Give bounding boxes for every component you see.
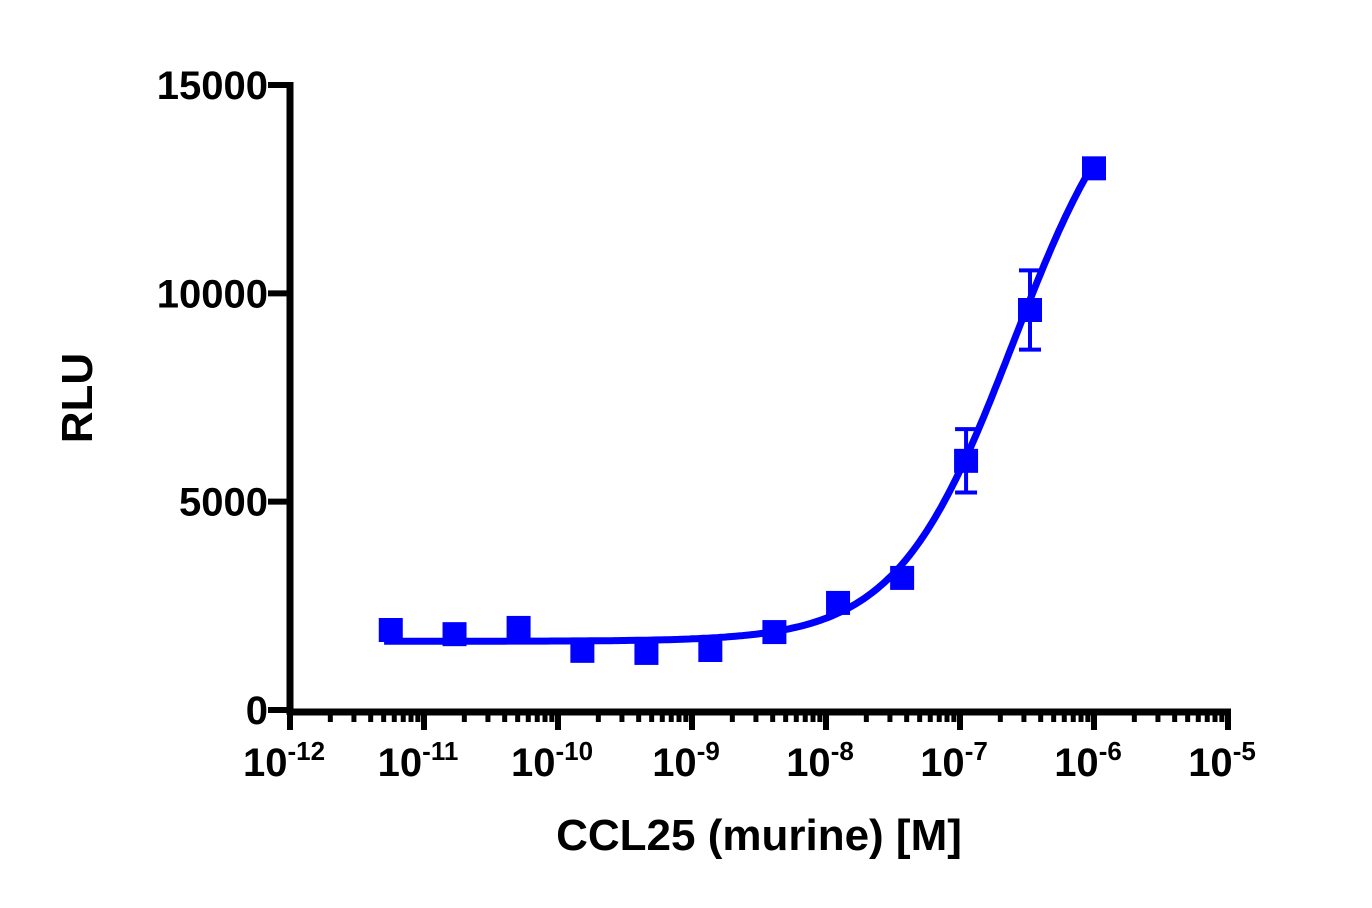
x-tick-label: 10-5 xyxy=(1188,736,1256,785)
y-tick-label: 15000 xyxy=(157,64,268,108)
data-point xyxy=(1018,298,1043,322)
y-tick-label: 10000 xyxy=(157,272,268,316)
x-tick-label: 10-9 xyxy=(652,736,720,785)
x-tick-label: 10-12 xyxy=(243,736,325,785)
x-tick-label: 10-10 xyxy=(511,736,593,785)
data-points xyxy=(378,156,1106,665)
data-point xyxy=(1082,156,1106,181)
y-tick-label: 0 xyxy=(246,689,268,733)
x-tick-label: 10-8 xyxy=(786,736,854,785)
fit-curve xyxy=(384,161,1098,645)
x-tick-label: 10-7 xyxy=(920,736,988,785)
data-point xyxy=(378,618,403,642)
data-point xyxy=(634,640,659,665)
x-tick-label: 10-6 xyxy=(1054,736,1122,785)
data-point xyxy=(762,620,787,645)
y-axis-title: RLU xyxy=(53,353,102,443)
x-axis-title: CCL25 (murine) [M] xyxy=(556,811,962,860)
x-tick-label: 10-11 xyxy=(378,736,459,785)
data-point xyxy=(890,565,915,590)
x-tick-labels: 10-12 10-11 10-10 10-9 10-8 10-7 10-6 10-5 xyxy=(243,736,1256,785)
data-point xyxy=(570,638,595,663)
data-point xyxy=(954,448,979,473)
y-tick-labels: 0 5000 10000 15000 xyxy=(157,64,268,733)
data-point xyxy=(506,615,531,640)
data-point xyxy=(698,638,723,662)
data-point xyxy=(826,590,851,615)
data-point xyxy=(442,622,467,647)
y-tick-label: 5000 xyxy=(179,481,268,525)
axes xyxy=(268,82,1231,730)
